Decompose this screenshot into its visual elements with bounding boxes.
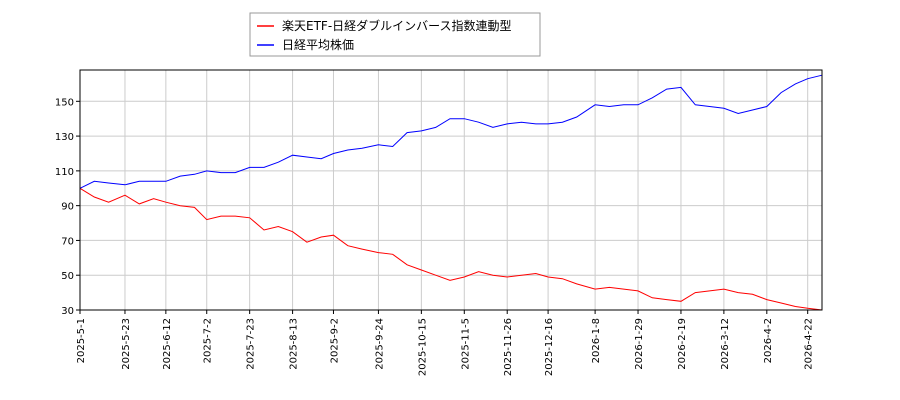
x-tick-label: 2025-12-16 [544,318,555,376]
y-tick-label: 130 [55,132,74,143]
y-tick-label: 150 [55,97,74,108]
x-tick-label: 2025-8-13 [289,318,300,370]
x-tick-label: 2025-5-23 [121,318,132,370]
legend-label-series-1: 楽天ETF-日経ダブルインバース指数連動型 [282,18,512,33]
x-tick-label: 2025-7-2 [203,318,214,363]
x-tick-label: 2025-7-23 [246,318,257,370]
series-line-1 [79,187,823,311]
x-tick-label: 2025-11-26 [503,318,514,376]
x-tick-label: 2026-2-19 [677,318,688,370]
x-tick-label: 2025-9-24 [374,318,385,370]
y-tick-label: 30 [61,306,74,317]
x-tick-label: 2025-6-12 [162,318,173,370]
y-tick-label: 90 [61,202,74,213]
x-tick-label: 2025-10-15 [417,318,428,376]
x-tick-label: 2026-4-22 [804,318,815,370]
x-tick-label: 2025-9-2 [329,318,340,363]
x-tick-label: 2026-1-8 [591,318,602,363]
x-tick-label: 2025-11-5 [460,318,471,370]
legend-label-series-2: 日経平均株価 [282,37,354,52]
x-tick-label: 2026-4-2 [763,318,774,363]
series-line-2 [79,74,823,189]
x-tick-label: 2025-5-1 [76,318,87,363]
x-tick-label: 2026-1-29 [634,318,645,370]
y-tick-label: 70 [61,236,74,247]
series-lines [79,74,823,311]
legend: 楽天ETF-日経ダブルインバース指数連動型 日経平均株価 [249,12,541,57]
grid-lines [79,70,822,311]
y-axis-ticks: 30 50 70 90 110 130 150 [55,97,80,317]
y-tick-label: 110 [55,167,74,178]
x-tick-label: 2026-3-12 [720,318,731,370]
x-axis-ticks: 2025-5-1 2025-5-23 2025-6-12 2025-7-2 2025-7… [76,310,815,376]
y-tick-label: 50 [61,271,74,282]
plot-frame [79,69,823,311]
